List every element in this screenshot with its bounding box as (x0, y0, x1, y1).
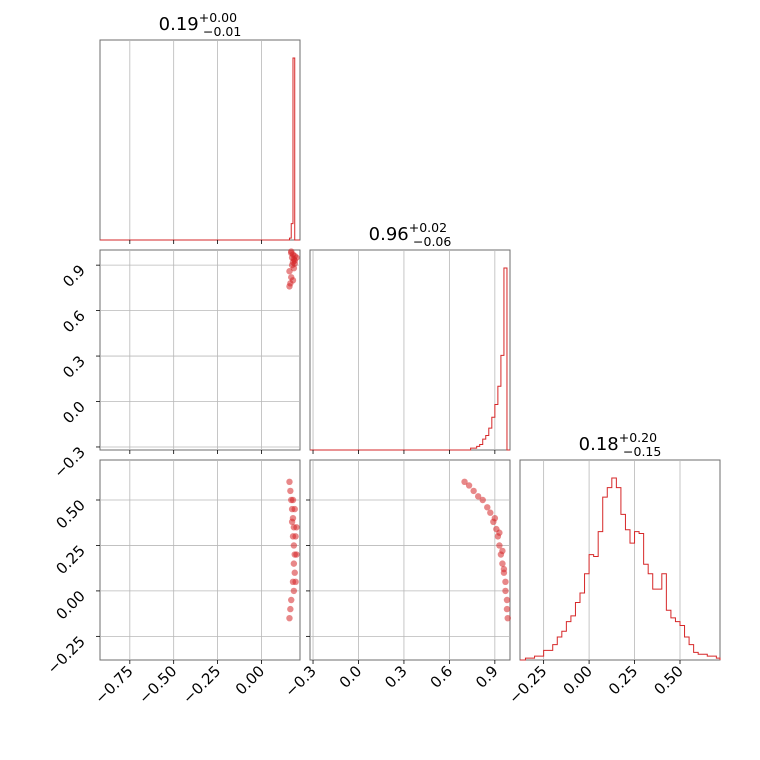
scatter-point (291, 505, 298, 513)
scatter-point (291, 569, 298, 576)
histogram-panel-param2 (309, 249, 511, 451)
scatter-point (290, 542, 298, 549)
scatter-point (293, 551, 300, 558)
scatter-point (287, 487, 294, 495)
tick-label: −0.25 (505, 662, 550, 707)
histogram-panel-param3 (519, 459, 721, 661)
tick-label: 0.50 (52, 496, 88, 532)
scatter-point (286, 283, 293, 290)
scatter-point (499, 560, 506, 567)
scatter-point (496, 529, 503, 536)
scatter-point (289, 277, 297, 284)
tick-label: 0.00 (560, 662, 596, 698)
scatter-point (289, 496, 297, 504)
tick-label: 0.25 (52, 542, 88, 578)
scatter-point (503, 596, 511, 604)
tick-label: 0.00 (232, 662, 268, 698)
tick-label: 0.50 (650, 662, 686, 698)
scatter-point (286, 268, 293, 275)
scatter-point (499, 547, 506, 555)
tick-label: −0.75 (91, 662, 136, 707)
scatter-point (288, 518, 296, 526)
scatter-point (286, 614, 293, 622)
scatter-point (502, 587, 509, 595)
scatter-point (496, 542, 503, 549)
tick-label: 0.3 (381, 662, 411, 692)
tick-label: 0.00 (52, 587, 88, 623)
scatter-point (290, 587, 298, 595)
scatter-point (487, 509, 494, 516)
title-param2: 0.96+0.02 −0.06 (369, 220, 452, 249)
title-param1: 0.19+0.00 −0.01 (159, 10, 242, 39)
histogram-param3 (520, 477, 721, 661)
tick-label: −0.3 (50, 443, 88, 481)
tick-label: 0.6 (59, 307, 89, 337)
scatter-point (504, 614, 511, 622)
tick-label: 0.9 (472, 662, 502, 692)
tick-label: 0.3 (59, 352, 89, 382)
scatter-point (502, 578, 509, 586)
scatter-point (470, 487, 477, 495)
tick-label: 0.25 (605, 662, 641, 698)
tick-label: −0.25 (179, 662, 224, 707)
scatter-point (503, 605, 511, 613)
scatter-point (465, 482, 473, 489)
scatter-point (290, 560, 298, 567)
scatter-point (288, 596, 295, 604)
scatter-point (474, 493, 482, 500)
scatter-point (292, 578, 299, 586)
scatter-point (292, 533, 299, 540)
scatter-point (287, 605, 294, 613)
scatter-point (500, 565, 508, 573)
scatter-point (293, 524, 300, 531)
scatter-point (293, 254, 300, 261)
tick-label: 0.0 (336, 662, 366, 692)
tick-label: 0.0 (59, 398, 89, 428)
scatter-point (286, 478, 293, 486)
tick-label: −0.25 (44, 632, 89, 677)
scatter-point (291, 260, 298, 267)
histogram-param2 (310, 267, 510, 451)
scatter-panel-param1-param3 (99, 459, 301, 661)
scatter-panel-param1-param2 (99, 249, 301, 451)
tick-label: −0.3 (281, 662, 319, 700)
scatter-point (491, 514, 499, 522)
scatter-point (484, 504, 491, 511)
scatter-point (461, 478, 468, 486)
tick-label: 0.9 (59, 261, 89, 291)
scatter-panel-param2-param3 (309, 459, 511, 661)
histogram-param1 (100, 57, 300, 241)
scatter-point (479, 496, 486, 504)
tick-label: 0.6 (427, 662, 457, 692)
tick-label: −0.50 (135, 662, 180, 707)
title-param3: 0.18+0.20 −0.15 (579, 430, 662, 459)
scatter-point (288, 248, 295, 255)
